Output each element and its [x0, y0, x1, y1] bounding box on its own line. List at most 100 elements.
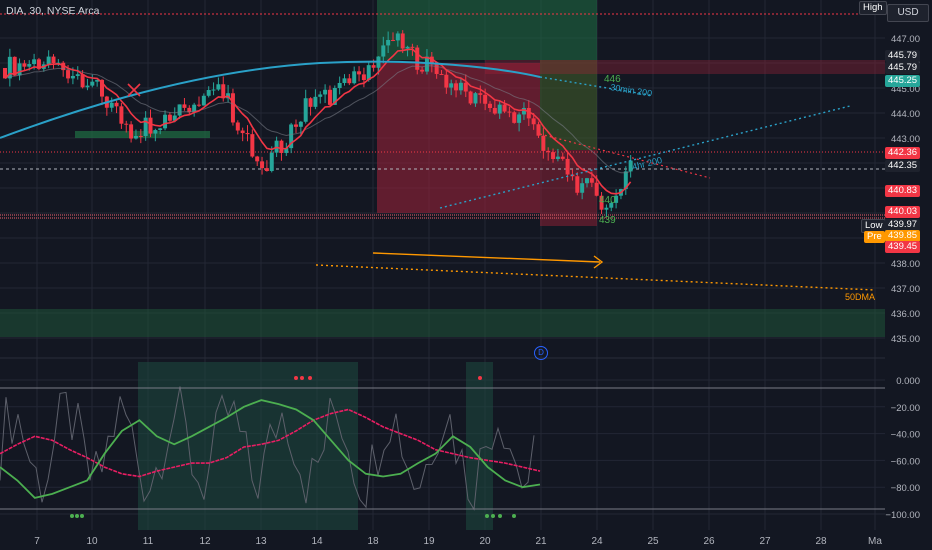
trade-zones [0, 0, 885, 530]
candle-body [580, 183, 585, 193]
candle-body [250, 134, 255, 157]
candle-body [85, 85, 90, 88]
candle-body [337, 82, 342, 88]
x-tick-label: 21 [535, 536, 547, 547]
osc-zone-2 [466, 362, 493, 530]
currency-button[interactable]: USD [887, 4, 929, 22]
candle-body [216, 84, 221, 90]
osc-main-line [0, 399, 541, 499]
candle-body [609, 202, 614, 208]
price-tag: 442.35 [885, 160, 921, 172]
ema-fast-line [4, 48, 632, 195]
exchange-label: NYSE Arca [46, 5, 100, 17]
candle-body [371, 65, 376, 68]
y-tick-label: 437.00 [891, 284, 920, 295]
candle-body [352, 71, 357, 84]
candle-body [434, 64, 439, 74]
candle-body [269, 152, 274, 171]
osc-buy-dot [70, 514, 74, 518]
candle-body [119, 106, 124, 124]
candle-body [454, 83, 459, 91]
candle-body [22, 63, 27, 67]
candle-body [541, 135, 546, 151]
price-tag: 440.03 [885, 206, 921, 218]
candle-body [221, 84, 226, 99]
candle-body [61, 62, 66, 71]
candle-body [589, 178, 594, 183]
interval-label: 30 [29, 5, 42, 17]
ma200-4hr-line [439, 105, 851, 209]
price-tag: 440.83 [885, 185, 921, 197]
osc-buy-dot [485, 514, 489, 518]
candle-body [177, 104, 182, 116]
trend-arrow [372, 252, 601, 263]
candle-body [27, 64, 32, 67]
candle-body [100, 79, 104, 97]
candle-body [585, 178, 589, 184]
candle-body [366, 65, 371, 81]
candle-body [32, 59, 37, 65]
candle-body [284, 148, 289, 153]
candle-body [163, 114, 168, 129]
y-tick-label: 436.00 [891, 309, 920, 320]
price-tag: 439.85 [885, 230, 921, 242]
candle-body [235, 122, 240, 131]
candle-body [70, 75, 75, 79]
candle-body [410, 46, 415, 48]
candle-body [197, 104, 201, 106]
candle-body [483, 94, 488, 104]
x-tick-label: 14 [311, 536, 323, 547]
candle-body [560, 156, 565, 159]
pre-badge: Pre [864, 231, 885, 243]
candle-body [381, 45, 386, 57]
candle-body [279, 140, 284, 153]
candles [3, 30, 633, 217]
indicator-lines [0, 48, 876, 291]
candle-body [492, 107, 497, 114]
candle-body [531, 118, 536, 125]
candle-body [46, 56, 51, 65]
candle-body [623, 171, 628, 190]
axes: 7 10 11 12 13 14 18 19 20 21 24 25 26 27 28 Ma 435.00 436… [34, 34, 920, 547]
price-tag: 445.79 [885, 62, 921, 74]
x-tick-label: 24 [591, 536, 603, 547]
y-tick-label: 435.00 [891, 334, 920, 345]
y-tick-label: 447.00 [891, 34, 920, 45]
x-tick-label: 25 [647, 536, 659, 547]
candle-body [546, 150, 551, 153]
candle-body [109, 102, 114, 108]
candle-body [628, 160, 633, 172]
target-zone-2 [540, 60, 597, 150]
candle-body [555, 156, 560, 159]
candle-body [357, 71, 362, 75]
y-tick-label: 445.00 [891, 84, 920, 95]
candle-body [187, 107, 192, 113]
dividend-event-icon[interactable]: D [534, 346, 548, 360]
ma200-4hr-label: 4hr 200 [631, 155, 663, 172]
candle-body [303, 98, 308, 122]
x-tick-label: 13 [255, 536, 267, 547]
consolidation-band [75, 131, 210, 138]
osc-y-tick-label: −80.00 [891, 483, 920, 494]
candle-body [298, 121, 303, 127]
candle-body [192, 104, 197, 113]
y-tick-label: 438.00 [891, 259, 920, 270]
candle-body [294, 124, 298, 127]
candle-body [614, 195, 619, 203]
candle-body [17, 63, 22, 76]
ma200-30min-line [0, 60, 541, 139]
candle-body [211, 89, 216, 91]
osc-signal-line [0, 408, 541, 478]
ma50d-line [315, 264, 876, 291]
x-tick-label: 7 [34, 536, 40, 547]
ma200-30min-label: 30min 200 [610, 82, 653, 98]
y-tick-label: 444.00 [891, 109, 920, 120]
osc-y-tick-label: −20.00 [891, 403, 920, 414]
candle-body [289, 124, 294, 149]
candle-body [138, 135, 143, 137]
candle-body [521, 107, 526, 115]
candle-body [551, 152, 556, 159]
candle-body [313, 96, 318, 107]
support-band [0, 309, 885, 337]
